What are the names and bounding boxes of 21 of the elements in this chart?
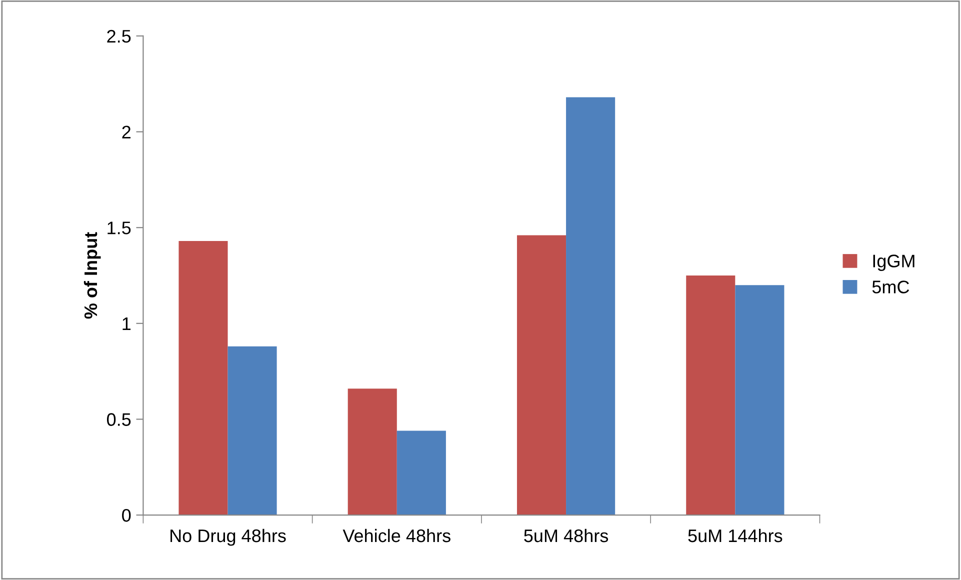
bar — [686, 276, 736, 516]
bar — [735, 285, 784, 516]
x-tick-label: Vehicle 48hrs — [342, 528, 450, 542]
bar — [228, 346, 277, 516]
y-tick-label: 2.5 — [107, 30, 131, 43]
bar — [396, 430, 446, 516]
x-tick-label: No Drug 48hrs — [170, 528, 286, 546]
y-axis-title: % of Input — [84, 232, 101, 319]
y-tick-label: 2 — [122, 126, 130, 138]
legend-label: 5mC — [872, 280, 910, 294]
y-tick-label: 1.5 — [108, 222, 131, 234]
y-tick-label: 1 — [122, 318, 131, 330]
y-tick-label: 0 — [122, 508, 131, 522]
x-tick-label: 5uM 144hrs — [688, 528, 782, 542]
bar — [348, 388, 397, 516]
legend-label: IgGM — [873, 254, 914, 271]
bar — [516, 235, 566, 516]
bar — [178, 241, 228, 516]
y-tick-label: 0.5 — [106, 413, 131, 426]
bar — [566, 97, 616, 516]
x-tick-label: 5uM 48hrs — [524, 528, 608, 542]
